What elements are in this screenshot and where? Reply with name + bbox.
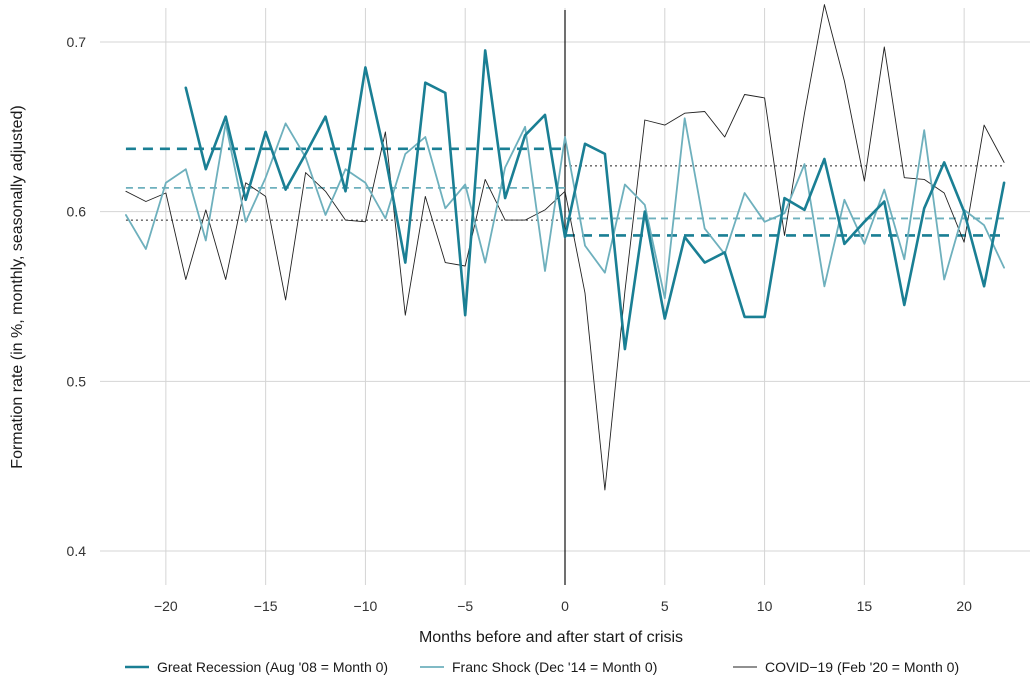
- legend-label: Great Recession (Aug '08 = Month 0): [157, 659, 388, 675]
- x-tick-label: 5: [661, 598, 669, 614]
- covid-series-line: [125, 4, 1005, 491]
- x-tick-label: −10: [354, 598, 378, 614]
- x-tick-label: 10: [757, 598, 773, 614]
- y-tick-label: 0.6: [67, 204, 87, 220]
- legend-label: COVID−19 (Feb '20 = Month 0): [765, 659, 959, 675]
- x-tick-label: 20: [956, 598, 972, 614]
- legend: Great Recession (Aug '08 = Month 0) Franc…: [125, 659, 959, 675]
- legend-label: Franc Shock (Dec '14 = Month 0): [452, 659, 657, 675]
- x-axis-label: Months before and after start of crisis: [419, 629, 683, 646]
- y-tick-label: 0.7: [67, 34, 87, 50]
- period-mean-lines: [125, 147, 1005, 237]
- x-tick-label: −20: [154, 598, 178, 614]
- great-recession-series-line: [184, 49, 1006, 351]
- x-tick-label: −15: [254, 598, 278, 614]
- x-tick-label: 0: [561, 598, 569, 614]
- y-tick-label: 0.4: [67, 543, 87, 559]
- y-axis-label: Formation rate (in %, monthly, seasonall…: [9, 105, 26, 468]
- tick-labels: −20 −15 −10 −5 0 5 10 15 20 0.4 0.5 0.6 0.7: [67, 34, 973, 614]
- series-lines: [125, 4, 1006, 491]
- y-tick-label: 0.5: [67, 373, 87, 389]
- x-tick-label: 15: [857, 598, 873, 614]
- x-tick-label: −5: [457, 598, 473, 614]
